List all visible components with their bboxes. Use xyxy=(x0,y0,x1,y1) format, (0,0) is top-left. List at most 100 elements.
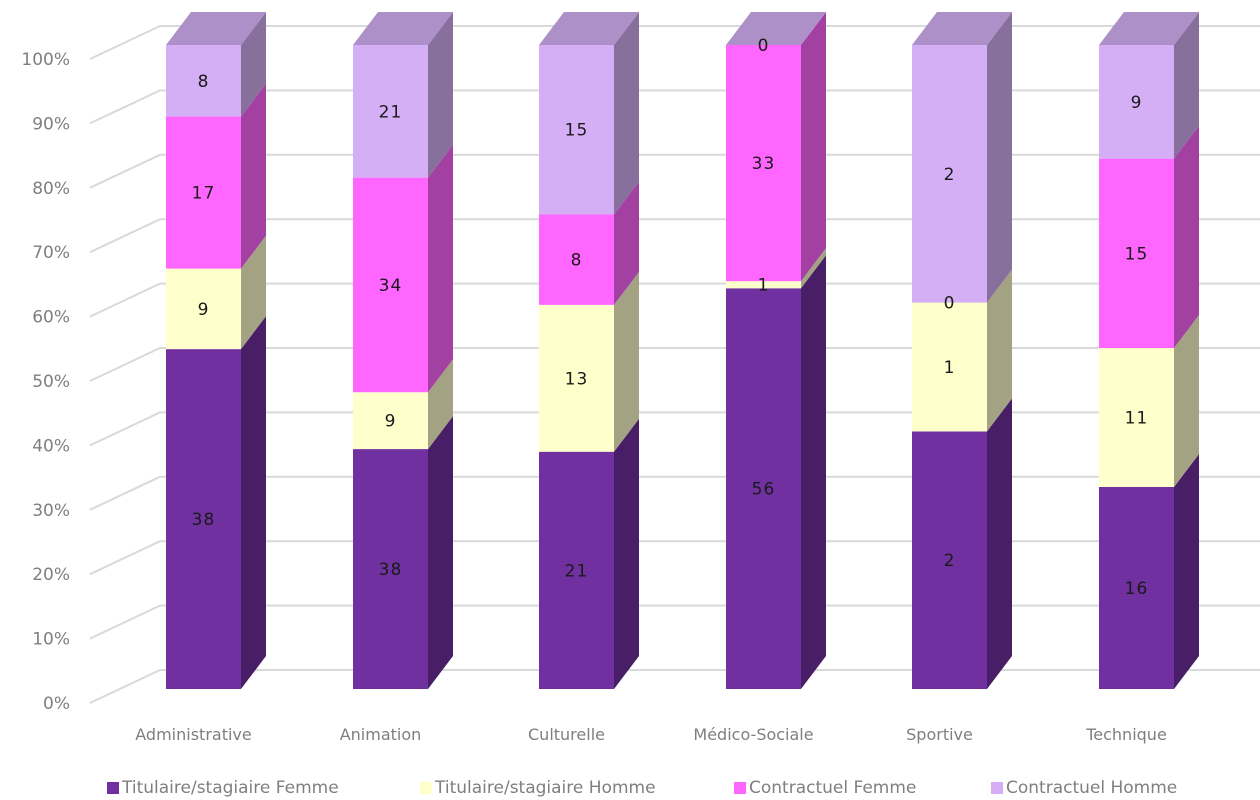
bar-segment xyxy=(539,214,614,305)
gridline xyxy=(89,25,1260,60)
data-label: 9 xyxy=(385,412,397,432)
data-label: 8 xyxy=(198,72,210,92)
gridline xyxy=(89,411,1260,447)
legend-item: Contractuel Homme xyxy=(991,776,1177,800)
x-tick-label: Technique xyxy=(1085,725,1167,744)
bar-segment-side xyxy=(987,398,1012,689)
bar-segment xyxy=(353,177,428,393)
data-label: 21 xyxy=(565,561,589,581)
x-tick-label: Animation xyxy=(340,725,422,744)
x-tick-label: Culturelle xyxy=(528,725,605,744)
bar-segment xyxy=(166,268,241,350)
data-label: 9 xyxy=(1131,93,1143,113)
bar-segment-side xyxy=(428,144,453,393)
legend: Titulaire/stagiaire Femme Titulaire/stagi… xyxy=(0,776,1260,800)
bar-segment xyxy=(726,45,801,282)
bar-segment xyxy=(539,451,614,689)
bar-top-face xyxy=(726,12,826,45)
data-label: 16 xyxy=(1125,579,1149,599)
bar-segment xyxy=(1099,348,1174,487)
bar-segment-side xyxy=(241,316,266,689)
y-tick-label: 80% xyxy=(32,179,70,199)
bar-segment xyxy=(539,304,614,452)
legend-swatch xyxy=(420,782,432,794)
bar-segment xyxy=(726,288,801,689)
bar-segment xyxy=(912,302,987,432)
y-tick-label: 0% xyxy=(43,694,70,714)
data-label: 13 xyxy=(565,369,589,389)
bar-segment-side xyxy=(1174,453,1199,689)
legend-item: Titulaire/stagiaire Femme xyxy=(107,776,339,800)
bar-top-face xyxy=(166,12,266,45)
y-tick-label: 70% xyxy=(32,243,70,263)
gridline xyxy=(89,89,1260,125)
y-tick-label: 10% xyxy=(32,630,70,650)
bar-segment-side xyxy=(241,12,266,117)
bar-segment xyxy=(1099,486,1174,689)
legend-label: Titulaire/stagiaire Homme xyxy=(435,778,656,798)
legend-label: Titulaire/stagiaire Femme xyxy=(122,778,339,798)
gridline xyxy=(89,669,1260,704)
bar-segment xyxy=(166,45,241,117)
legend-swatch xyxy=(107,782,119,794)
y-axis: 0% 10% 20% 30% 40% 50% 60% 70% 80% 90% 100% xyxy=(21,50,70,714)
bar-top-face xyxy=(1099,12,1199,45)
bar-segment xyxy=(166,116,241,269)
data-label: 21 xyxy=(379,102,403,122)
data-label: 38 xyxy=(192,510,216,530)
bar-segment-side xyxy=(987,12,1012,303)
bar-segment-side xyxy=(428,12,453,178)
bar-segment-side xyxy=(1174,12,1199,159)
y-tick-label: 90% xyxy=(32,114,70,134)
bar-segment-side xyxy=(241,83,266,269)
legend-item: Contractuel Femme xyxy=(734,776,916,800)
bar-segment xyxy=(353,45,428,178)
gridline xyxy=(89,475,1260,511)
gridline xyxy=(89,218,1260,254)
data-label: 0 xyxy=(944,294,956,314)
data-label: 34 xyxy=(379,276,403,296)
legend-label: Contractuel Femme xyxy=(749,778,917,798)
bar-segment-side xyxy=(614,181,639,305)
legend-item: Titulaire/stagiaire Homme xyxy=(420,776,656,800)
bar-segment-side xyxy=(801,248,826,289)
y-tick-label: 100% xyxy=(21,50,70,70)
legend-swatch xyxy=(991,782,1003,794)
bar-segment xyxy=(353,392,428,450)
bar-top-face xyxy=(539,12,639,45)
x-tick-label: Médico-Sociale xyxy=(693,725,813,744)
y-tick-label: 40% xyxy=(32,436,70,456)
bar-segment-side xyxy=(428,416,453,689)
data-label: 17 xyxy=(192,184,216,204)
data-label: 0 xyxy=(758,36,770,56)
bar-segment-side xyxy=(614,271,639,452)
y-tick-label: 60% xyxy=(32,308,70,328)
bar-segment-side xyxy=(614,12,639,215)
bar-segment xyxy=(1099,45,1174,159)
x-tick-label: Administrative xyxy=(135,725,251,744)
bar-segment xyxy=(539,45,614,215)
data-label: 8 xyxy=(571,251,583,271)
data-label: 38 xyxy=(379,560,403,580)
gridline xyxy=(89,282,1260,318)
bar-segment xyxy=(1099,158,1174,349)
bar-segment-side xyxy=(614,418,639,689)
data-label: 1 xyxy=(944,358,956,378)
bar-top-face xyxy=(353,12,453,45)
data-label: 11 xyxy=(1125,409,1149,429)
gridline xyxy=(89,347,1260,382)
bar-segment xyxy=(912,431,987,689)
x-axis: Administrative Animation Culturelle Médico-… xyxy=(135,725,1167,744)
gridline xyxy=(89,540,1260,576)
bar-segment-side xyxy=(987,269,1012,432)
bar-segment-side xyxy=(1174,125,1199,349)
bar-segment xyxy=(912,45,987,303)
data-label: 15 xyxy=(1125,244,1149,264)
y-tick-label: 30% xyxy=(32,501,70,521)
data-label: 1 xyxy=(758,276,770,296)
x-tick-label: Sportive xyxy=(906,725,973,744)
bar-segment-side xyxy=(428,359,453,450)
data-label: 33 xyxy=(752,154,776,174)
